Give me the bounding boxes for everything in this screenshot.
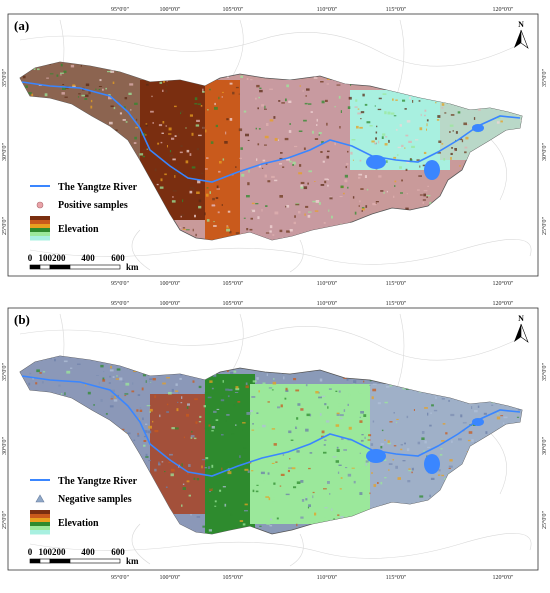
scale-unit-label: km — [126, 556, 139, 566]
yangtze-river-line — [21, 81, 521, 183]
svg-text:N: N — [518, 314, 524, 323]
map-svg: 95°0'0" 95°0'0" 100°0'0" 100°0'0" 105°0'0" 10… — [1, 6, 548, 287]
legend-elevation-label: Elevation — [58, 224, 99, 235]
map-legend: The Yangtze River Positive samples Elevati… — [30, 182, 138, 241]
longitude-tick-label: 115°0'0" — [386, 6, 407, 13]
panel-b: 95°0'0" 95°0'0" 100°0'0" 100°0'0" 105°0'0" 10… — [0, 294, 550, 588]
panel-label: (b) — [14, 312, 30, 327]
svg-text:N: N — [518, 20, 524, 29]
latitude-tick-label: 35°0'0" — [541, 362, 548, 380]
latitude-tick-label: 25°0'0" — [541, 510, 548, 528]
latitude-tick-label: 30°0'0" — [1, 436, 8, 454]
legend-river-label: The Yangtze River — [58, 182, 138, 193]
longitude-tick-label: 115°0'0" — [386, 280, 407, 287]
longitude-tick-label: 120°0'0" — [493, 300, 514, 307]
scale-unit-label: km — [126, 262, 139, 272]
lakes — [366, 418, 484, 474]
longitude-tick-label: 100°0'0" — [160, 300, 181, 307]
latitude-tick-label: 30°0'0" — [541, 142, 548, 160]
longitude-tick-label: 100°0'0" — [160, 280, 181, 287]
longitude-tick-label: 105°0'0" — [223, 280, 244, 287]
panel-label: (a) — [14, 18, 29, 33]
scale-tick-label: 600 — [111, 253, 125, 263]
longitude-tick-label: 105°0'0" — [223, 574, 244, 581]
legend-samples-label: Positive samples — [58, 200, 128, 211]
longitude-tick-label: 120°0'0" — [493, 6, 514, 13]
longitude-tick-label: 110°0'0" — [317, 300, 338, 307]
latitude-tick-label: 35°0'0" — [1, 68, 8, 86]
lakes — [366, 124, 484, 180]
latitude-tick-label: 30°0'0" — [541, 436, 548, 454]
longitude-tick-label: 100°0'0" — [160, 6, 181, 13]
scale-tick-label: 400 — [81, 547, 95, 557]
map-svg: 95°0'0" 95°0'0" 100°0'0" 100°0'0" 105°0'0" 10… — [1, 300, 548, 581]
scale-tick-label: 400 — [81, 253, 95, 263]
longitude-tick-label: 95°0'0" — [111, 574, 129, 581]
latitude-tick-label: 25°0'0" — [1, 216, 8, 234]
latitude-tick-label: 25°0'0" — [541, 216, 548, 234]
longitude-tick-label: 105°0'0" — [223, 6, 244, 13]
longitude-tick-label: 95°0'0" — [111, 6, 129, 13]
latitude-tick-label: 35°0'0" — [541, 68, 548, 86]
scale-tick-label: 100200 — [39, 547, 67, 557]
north-arrow-icon: N — [514, 20, 529, 49]
longitude-tick-label: 100°0'0" — [160, 574, 181, 581]
scale-tick-label: 100200 — [39, 253, 67, 263]
longitude-tick-label: 115°0'0" — [386, 574, 407, 581]
longitude-tick-label: 105°0'0" — [223, 300, 244, 307]
scale-tick-label: 600 — [111, 547, 125, 557]
panel-a: 95°0'0" 95°0'0" 100°0'0" 100°0'0" 105°0'0" 10… — [0, 0, 550, 294]
province-boundaries — [19, 19, 532, 273]
longitude-tick-label: 110°0'0" — [317, 6, 338, 13]
longitude-tick-label: 120°0'0" — [493, 280, 514, 287]
scale-tick-label: 0 — [28, 253, 33, 263]
latitude-tick-label: 35°0'0" — [1, 362, 8, 380]
map-legend: The Yangtze River Negative samples Elevati… — [30, 476, 138, 535]
longitude-tick-label: 115°0'0" — [386, 300, 407, 307]
legend-river-label: The Yangtze River — [58, 476, 138, 487]
scale-tick-label: 0 — [28, 547, 33, 557]
longitude-tick-label: 110°0'0" — [317, 574, 338, 581]
longitude-tick-label: 95°0'0" — [111, 280, 129, 287]
longitude-tick-label: 120°0'0" — [493, 574, 514, 581]
yangtze-river-line — [21, 375, 521, 477]
legend-elevation-label: Elevation — [58, 518, 99, 529]
longitude-tick-label: 110°0'0" — [317, 280, 338, 287]
north-arrow-icon: N — [514, 314, 529, 343]
latitude-tick-label: 25°0'0" — [1, 510, 8, 528]
longitude-tick-label: 95°0'0" — [111, 300, 129, 307]
latitude-tick-label: 30°0'0" — [1, 142, 8, 160]
legend-samples-label: Negative samples — [58, 494, 132, 505]
